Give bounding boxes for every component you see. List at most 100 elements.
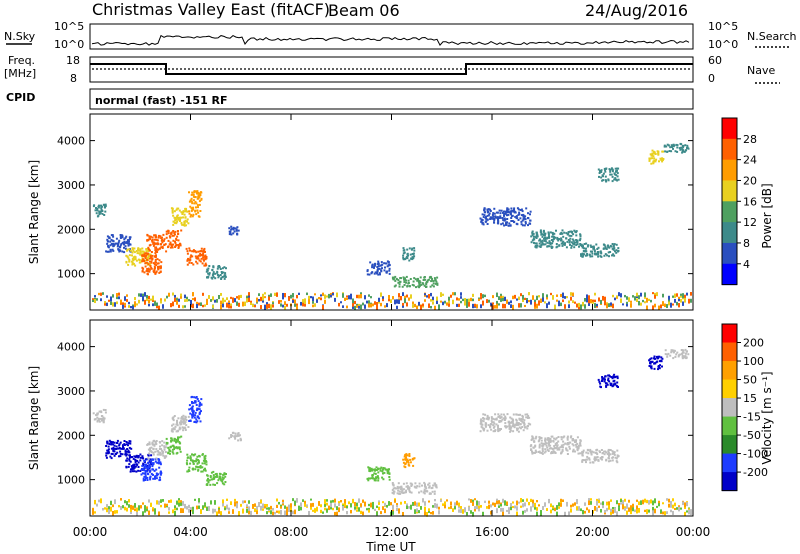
scatter-mark bbox=[506, 218, 509, 220]
ground-scatter-mark bbox=[572, 503, 574, 507]
ground-scatter-mark bbox=[312, 304, 314, 308]
scatter-mark bbox=[565, 448, 568, 451]
scatter-mark bbox=[489, 426, 492, 429]
ground-scatter-mark bbox=[496, 508, 498, 514]
scatter-mark bbox=[611, 175, 614, 178]
scatter-mark bbox=[146, 470, 149, 473]
scatter-mark bbox=[125, 443, 128, 446]
scatter-mark bbox=[523, 224, 526, 227]
scatter-mark bbox=[134, 461, 137, 464]
scatter-mark bbox=[607, 460, 610, 463]
scatter-mark bbox=[366, 273, 369, 276]
scatter-mark bbox=[388, 472, 391, 475]
scatter-mark bbox=[531, 452, 534, 455]
ground-scatter-mark bbox=[274, 511, 276, 515]
scatter-mark bbox=[513, 426, 516, 429]
scatter-mark bbox=[107, 250, 110, 253]
ground-scatter-mark bbox=[550, 509, 552, 514]
ground-scatter-mark bbox=[638, 295, 640, 300]
scatter-mark bbox=[605, 180, 608, 183]
scatter-mark bbox=[126, 242, 129, 245]
ground-scatter-mark bbox=[326, 502, 328, 506]
ground-scatter-mark bbox=[120, 498, 122, 501]
ground-scatter-mark bbox=[344, 502, 346, 507]
scatter-mark bbox=[580, 254, 583, 257]
ground-scatter-mark bbox=[548, 498, 550, 504]
scatter-mark bbox=[586, 245, 589, 248]
scatter-mark bbox=[209, 483, 212, 486]
scatter-mark bbox=[186, 470, 189, 473]
ground-scatter-mark bbox=[608, 303, 610, 308]
scatter-mark bbox=[387, 469, 390, 472]
scatter-mark bbox=[212, 470, 215, 473]
scatter-mark bbox=[609, 382, 612, 385]
ground-scatter-mark bbox=[100, 298, 102, 302]
ground-scatter-mark bbox=[466, 301, 468, 306]
scatter-mark bbox=[228, 233, 231, 236]
scatter-mark bbox=[482, 223, 485, 226]
ground-scatter-mark bbox=[424, 293, 426, 296]
ground-scatter-mark bbox=[652, 292, 654, 295]
ground-scatter-mark bbox=[682, 301, 684, 306]
scatter-mark bbox=[124, 449, 127, 452]
scatter-mark bbox=[519, 413, 522, 416]
scatter-mark bbox=[141, 464, 144, 467]
ground-scatter-mark bbox=[176, 298, 178, 301]
scatter-mark bbox=[602, 377, 605, 380]
scatter-mark bbox=[508, 427, 511, 430]
scatter-mark bbox=[423, 481, 426, 484]
scatter-mark bbox=[146, 258, 149, 261]
scatter-mark bbox=[402, 488, 405, 491]
scatter-mark bbox=[201, 462, 204, 465]
scatter-mark bbox=[150, 446, 153, 449]
ground-scatter-mark bbox=[234, 501, 236, 507]
scatter-mark bbox=[434, 278, 437, 281]
scatter-mark bbox=[190, 413, 193, 416]
scatter-mark bbox=[554, 451, 557, 454]
scatter-mark bbox=[427, 278, 430, 281]
scatter-mark bbox=[430, 280, 433, 283]
scatter-mark bbox=[489, 423, 492, 426]
scatter-mark bbox=[133, 258, 136, 261]
ground-scatter-mark bbox=[258, 502, 260, 508]
ground-scatter-mark bbox=[332, 499, 334, 503]
ground-scatter-mark bbox=[630, 510, 632, 515]
ground-scatter-mark bbox=[294, 509, 296, 515]
scatter-mark bbox=[224, 481, 227, 483]
scatter-mark bbox=[482, 216, 485, 218]
scatter-mark bbox=[190, 407, 192, 410]
ground-scatter-mark bbox=[678, 506, 680, 512]
ground-scatter-mark bbox=[92, 298, 94, 301]
scatter-mark bbox=[527, 422, 530, 425]
ground-scatter-mark bbox=[518, 501, 520, 504]
scatter-mark bbox=[223, 266, 226, 269]
scatter-mark bbox=[583, 247, 585, 250]
scatter-mark bbox=[152, 242, 155, 245]
scatter-mark bbox=[518, 417, 521, 420]
ground-scatter-mark bbox=[270, 304, 272, 308]
ground-scatter-mark bbox=[404, 295, 406, 299]
scatter-mark bbox=[119, 234, 122, 236]
scatter-mark bbox=[195, 206, 197, 209]
ground-scatter-mark bbox=[222, 303, 224, 308]
scatter-mark bbox=[133, 465, 136, 468]
ground-scatter-mark bbox=[140, 505, 142, 509]
scatter-mark bbox=[209, 475, 212, 477]
scatter-mark bbox=[607, 377, 610, 380]
scatter-mark bbox=[230, 233, 233, 236]
scatter-mark bbox=[119, 249, 121, 252]
ground-scatter-mark bbox=[356, 303, 358, 307]
scatter-mark bbox=[493, 217, 496, 220]
scatter-mark bbox=[408, 285, 411, 287]
ground-scatter-mark bbox=[448, 296, 450, 301]
scatter-mark bbox=[221, 276, 224, 278]
scatter-mark bbox=[681, 352, 683, 355]
scatter-mark bbox=[170, 207, 173, 210]
scatter-mark bbox=[547, 440, 550, 443]
scatter-mark bbox=[150, 450, 153, 453]
ground-scatter-mark bbox=[528, 292, 530, 296]
ground-scatter-mark bbox=[98, 292, 100, 296]
scatter-mark bbox=[560, 451, 563, 454]
scatter-mark bbox=[597, 378, 600, 381]
scatter-mark bbox=[379, 469, 382, 472]
